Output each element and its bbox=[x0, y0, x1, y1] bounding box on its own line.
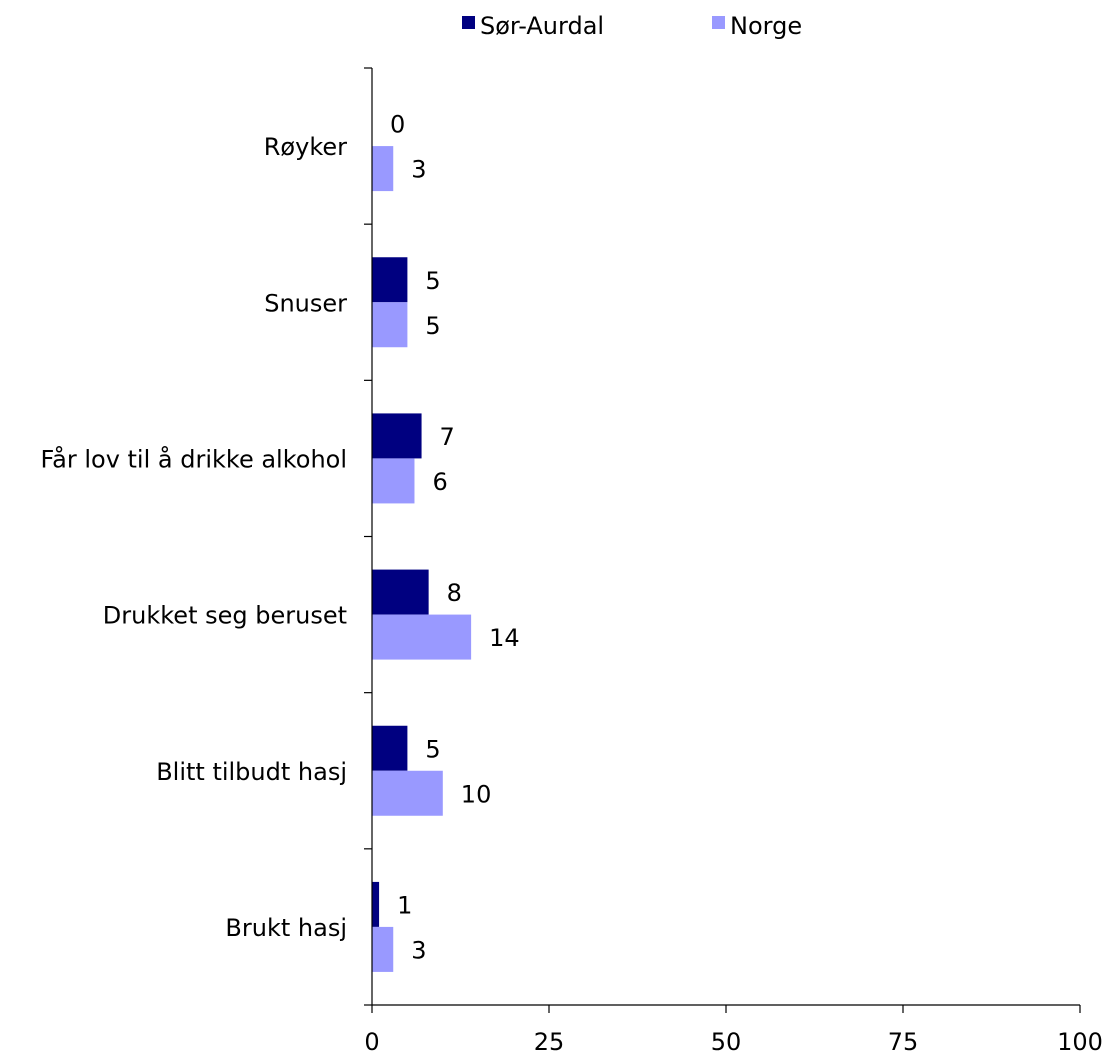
category-label: Får lov til å drikke alkohol bbox=[41, 444, 347, 473]
bar-layer bbox=[372, 146, 472, 972]
legend-swatch bbox=[462, 16, 475, 29]
category-label: Brukt hasj bbox=[225, 914, 347, 942]
data-label: 3 bbox=[411, 156, 426, 184]
bar-series1 bbox=[372, 725, 408, 771]
data-label: 14 bbox=[489, 624, 520, 652]
category-label: Drukket seg beruset bbox=[103, 602, 347, 630]
bar-series2 bbox=[372, 458, 415, 504]
data-label: 5 bbox=[425, 267, 440, 295]
bar-series2 bbox=[372, 614, 472, 660]
bar-series2 bbox=[372, 146, 394, 192]
x-tick-label: 75 bbox=[888, 1028, 919, 1056]
data-label: 10 bbox=[461, 780, 492, 808]
data-label: 0 bbox=[390, 111, 405, 139]
data-label: 5 bbox=[425, 312, 440, 340]
bar-series1 bbox=[372, 257, 408, 303]
data-label: 6 bbox=[432, 468, 447, 496]
legend-swatch bbox=[712, 16, 725, 29]
category-label: Blitt tilbudt hasj bbox=[156, 758, 347, 786]
category-label: Snuser bbox=[264, 289, 347, 317]
bar-series2 bbox=[372, 926, 394, 972]
category-label: Røyker bbox=[264, 133, 347, 161]
data-label: 5 bbox=[425, 735, 440, 763]
data-label: 3 bbox=[411, 936, 426, 964]
bar-series1 bbox=[372, 881, 380, 927]
data-label: 7 bbox=[440, 423, 455, 451]
data-label-layer: 0 5 7 8 5 1 3 5 6 14 10 3 bbox=[390, 111, 520, 965]
x-tick-label: 50 bbox=[711, 1028, 742, 1056]
legend: Sør-Aurdal Norge bbox=[462, 12, 802, 40]
bar-series1 bbox=[372, 569, 429, 615]
data-label: 8 bbox=[447, 579, 462, 607]
x-tick-label: 0 bbox=[364, 1028, 379, 1056]
x-tick-label: 100 bbox=[1057, 1028, 1103, 1056]
bar-series2 bbox=[372, 770, 443, 816]
x-tick-label: 25 bbox=[534, 1028, 565, 1056]
bar-series2 bbox=[372, 302, 408, 348]
legend-label: Sør-Aurdal bbox=[480, 12, 604, 40]
data-label: 1 bbox=[397, 891, 412, 919]
axes: Røyker Snuser Får lov til å drikke alkohol… bbox=[41, 67, 1103, 1056]
bar-series1 bbox=[372, 413, 422, 459]
legend-label: Norge bbox=[730, 12, 802, 40]
